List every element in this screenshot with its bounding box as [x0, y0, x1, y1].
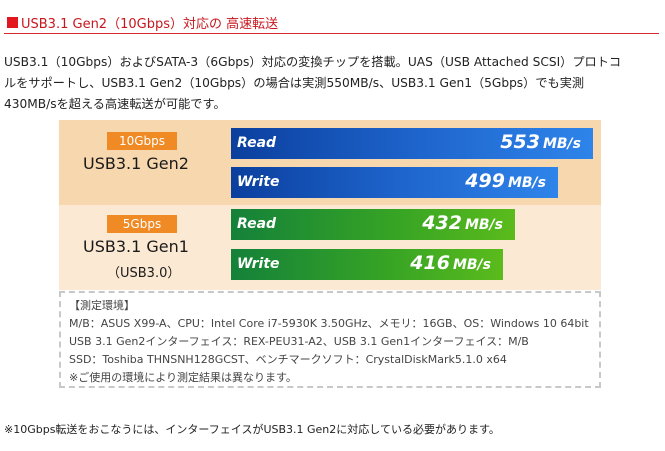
intro-line: USB3.1（10Gbps）およびSATA-3（6Gbps）対応の変換チップを搭…	[4, 55, 622, 69]
gen2-speed-badge: 10Gbps	[107, 132, 177, 150]
bar-value: 416 MB/s	[410, 252, 491, 274]
env-line: SSD：Toshiba THNSNH128GCST、ベンチマークソフト：Crys…	[69, 353, 507, 366]
footnote: ※10Gbps転送をおこなうには、インターフェイスがUSB3.1 Gen2に対応…	[4, 423, 500, 436]
intro-line: ルをサポートし、USB3.1 Gen2（10Gbps）の場合は実測550MB/s…	[4, 76, 585, 90]
env-title: 【測定環境】	[69, 299, 135, 312]
gen1-write-bar: Write 416 MB/s	[231, 249, 503, 280]
red-square-icon	[7, 17, 18, 28]
env-line: ※ご使用の環境により測定結果は異なります。	[69, 371, 297, 384]
bar-unit: MB/s	[452, 257, 491, 273]
bar-number: 416	[410, 252, 450, 274]
intro-paragraph: USB3.1（10Gbps）およびSATA-3（6Gbps）対応の変換チップを搭…	[4, 52, 659, 115]
intro-line: 430MB/sを超える高速転送が可能です。	[4, 97, 226, 111]
test-environment-box: 【測定環境】 M/B：ASUS X99-A、CPU：Intel Core i7-…	[59, 291, 601, 388]
bar-label: Read	[237, 216, 277, 232]
gen1-speed-badge: 5Gbps	[107, 215, 177, 233]
gen2-interface-name: USB3.1 Gen2	[83, 154, 189, 173]
bar-value: 553 MB/s	[500, 131, 581, 153]
bar-unit: MB/s	[542, 136, 581, 152]
section-title: USB3.1 Gen2（10Gbps）対応の 高速転送	[21, 17, 279, 32]
bar-number: 432	[422, 212, 462, 234]
gen1-interface-name: USB3.1 Gen1	[83, 237, 189, 256]
transfer-speed-figure: 10Gbps USB3.1 Gen2 Read 553 MB/s Write 49…	[59, 120, 601, 290]
bar-unit: MB/s	[507, 175, 546, 191]
bar-label: Read	[237, 135, 277, 151]
bar-value: 499 MB/s	[465, 170, 546, 192]
bar-number: 499	[465, 170, 505, 192]
bar-value: 432 MB/s	[422, 212, 503, 234]
gen2-band: 10Gbps USB3.1 Gen2 Read 553 MB/s Write 49…	[59, 120, 601, 205]
env-line: M/B：ASUS X99-A、CPU：Intel Core i7-5930K 3…	[69, 317, 589, 330]
gen2-read-bar: Read 553 MB/s	[231, 128, 593, 159]
gen2-write-bar: Write 499 MB/s	[231, 167, 558, 198]
bar-unit: MB/s	[464, 217, 503, 233]
bar-label: Write	[237, 256, 280, 272]
gen1-read-bar: Read 432 MB/s	[231, 209, 515, 240]
bar-label: Write	[237, 174, 280, 190]
section-heading: USB3.1 Gen2（10Gbps）対応の 高速転送	[4, 11, 659, 35]
gen1-interface-alias: （USB3.0）	[107, 266, 181, 281]
gen1-band: 5Gbps USB3.1 Gen1 （USB3.0） Read 432 MB/s …	[59, 205, 601, 290]
bar-number: 553	[500, 131, 540, 153]
env-line: USB 3.1 Gen2インターフェイス：REX-PEU31-A2、USB 3.…	[69, 335, 529, 348]
heading-divider	[4, 33, 659, 34]
